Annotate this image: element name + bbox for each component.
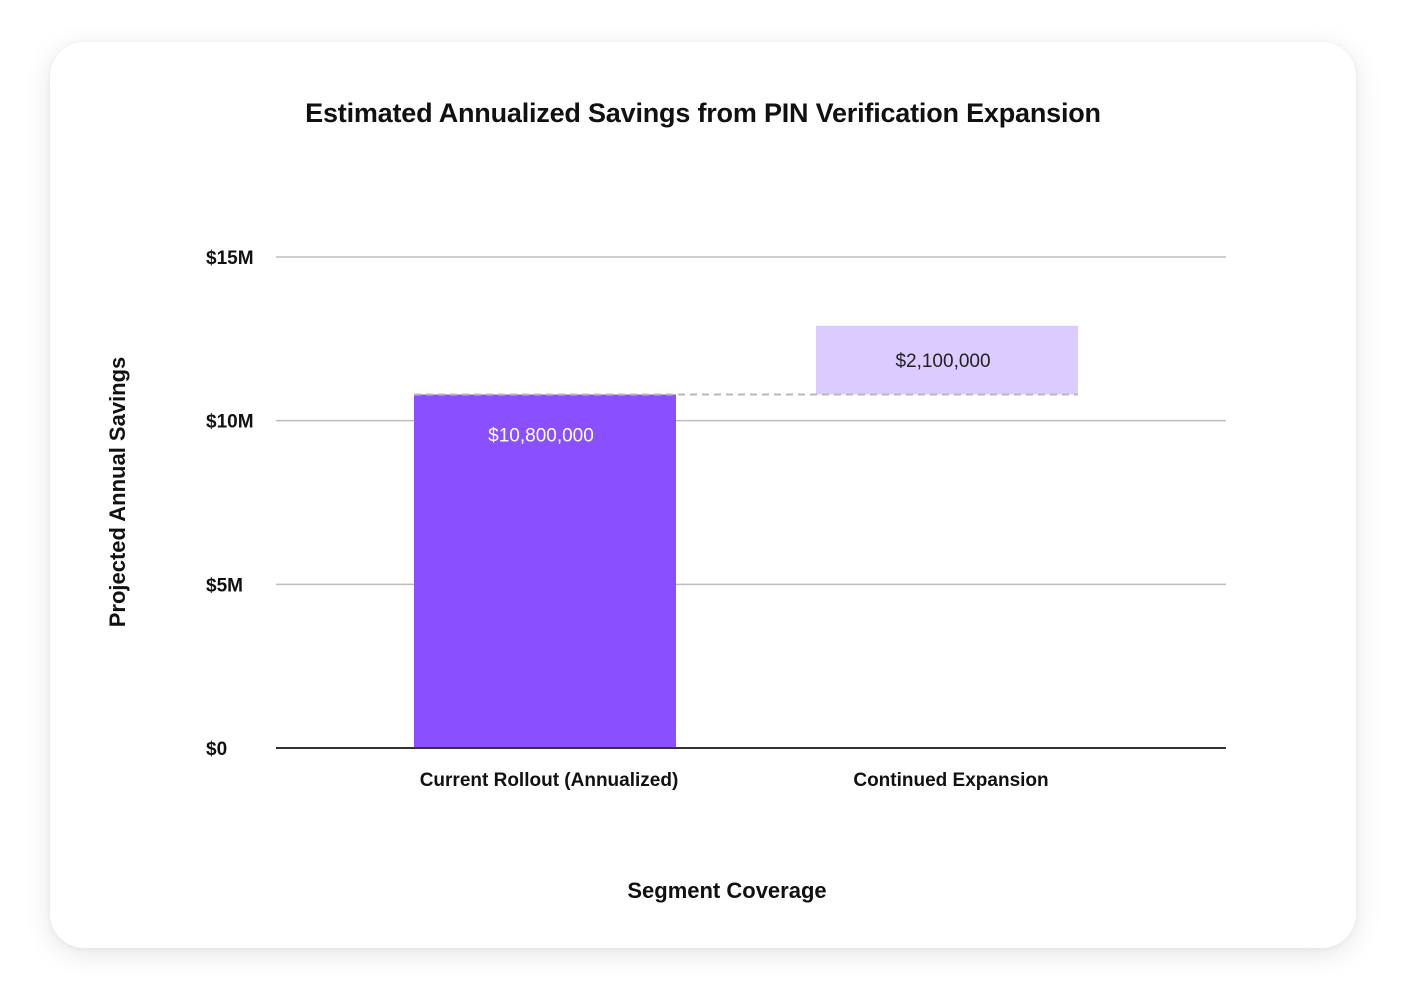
y-axis-title: Projected Annual Savings <box>105 356 130 628</box>
x-axis-title: Segment Coverage <box>627 878 827 903</box>
bar-value-label: $10,800,000 <box>488 425 594 446</box>
y-tick-label: $10M <box>206 412 254 433</box>
y-tick-label: $0 <box>206 739 227 760</box>
x-tick-label: Current Rollout (Annualized) <box>420 770 679 791</box>
bars <box>414 325 1078 748</box>
y-tick-label: $15M <box>206 248 254 269</box>
bar-continued-expansion <box>816 325 1078 395</box>
chart-card <box>50 42 1356 948</box>
y-tick-label: $5M <box>206 575 243 596</box>
y-tick-labels: $0 $5M $10M $15M <box>206 248 254 760</box>
chart-title: Estimated Annualized Savings from PIN Ve… <box>305 98 1101 128</box>
bar-current-rollout <box>414 394 676 748</box>
x-tick-labels: Current Rollout (Annualized) Continued Ex… <box>420 770 1049 791</box>
data-labels: $10,800,000 $2,100,000 <box>488 351 990 446</box>
x-tick-label: Continued Expansion <box>853 770 1048 791</box>
bar-value-label: $2,100,000 <box>895 351 990 372</box>
